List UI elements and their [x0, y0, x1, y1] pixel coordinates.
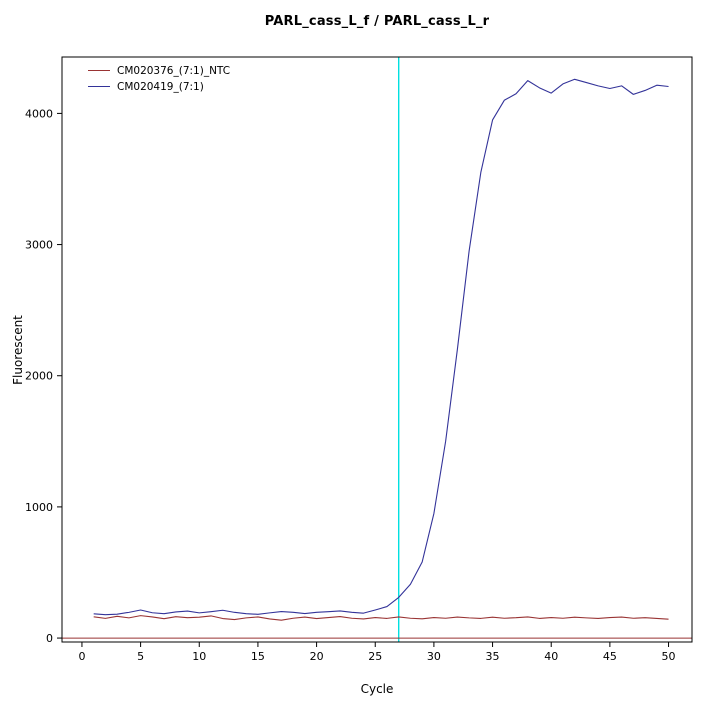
x-tick-label: 50 [662, 650, 676, 663]
x-tick-label: 35 [486, 650, 500, 663]
y-tick-label: 4000 [25, 107, 53, 120]
y-tick-label: 3000 [25, 239, 53, 252]
x-tick-label: 10 [192, 650, 206, 663]
legend-item-sample: CM020419_(7:1) [88, 80, 230, 93]
x-tick-label: 15 [251, 650, 265, 663]
x-tick-label: 30 [427, 650, 441, 663]
legend: CM020376_(7:1)_NTC CM020419_(7:1) [88, 64, 230, 93]
legend-line-swatch-ntc [88, 70, 110, 71]
x-axis-label: Cycle [360, 682, 394, 696]
x-tick-label: 20 [310, 650, 324, 663]
series-line-1 [93, 78, 669, 616]
chart-title: PARL_cass_L_f / PARL_cass_L_r [264, 14, 490, 29]
plot-border [61, 56, 693, 643]
legend-item-ntc: CM020376_(7:1)_NTC [88, 64, 230, 77]
x-tick-label: 40 [544, 650, 558, 663]
legend-line-swatch-sample [88, 86, 110, 87]
y-tick-label: 0 [46, 632, 53, 645]
y-tick-label: 2000 [25, 370, 53, 383]
x-tick-label: 45 [603, 650, 617, 663]
x-tick-label: 0 [78, 650, 85, 663]
series-line-0 [93, 615, 669, 621]
legend-label-sample: CM020419_(7:1) [117, 80, 204, 93]
x-tick-label: 25 [368, 650, 382, 663]
x-tick-label: 5 [137, 650, 144, 663]
y-tick-label: 1000 [25, 501, 53, 514]
legend-label-ntc: CM020376_(7:1)_NTC [117, 64, 231, 77]
